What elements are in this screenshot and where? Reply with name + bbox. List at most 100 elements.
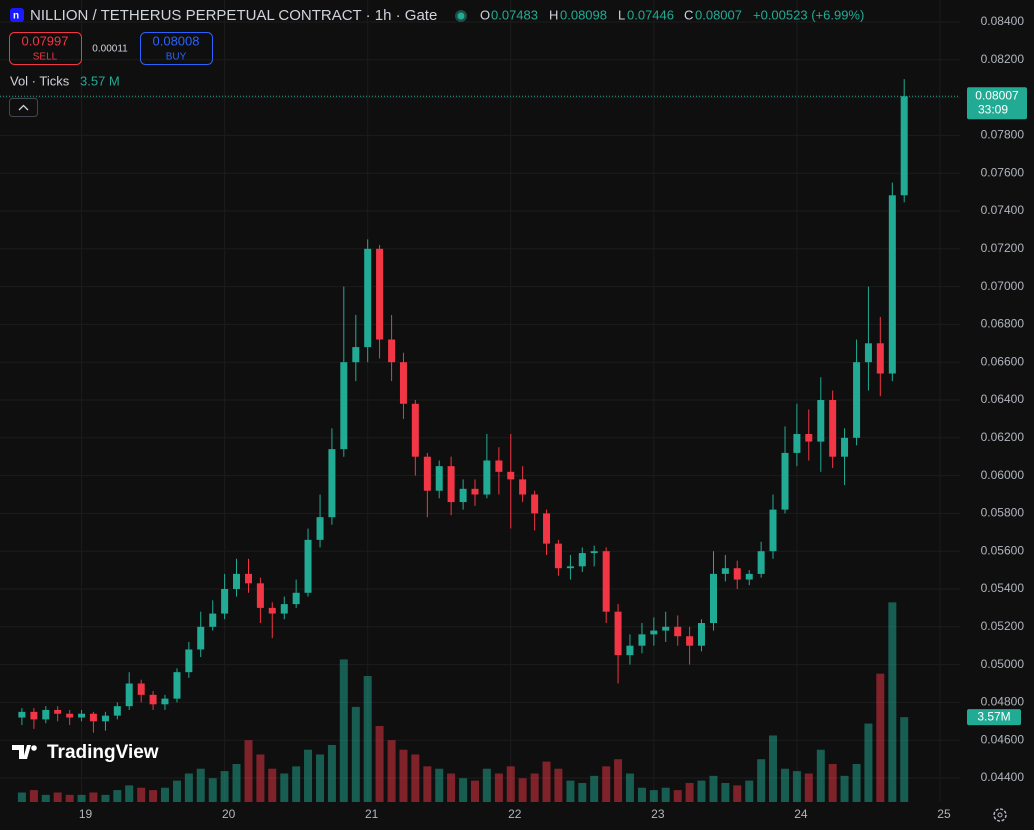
volume-bar	[125, 785, 134, 802]
candle-body	[376, 248, 384, 340]
candle-body	[626, 645, 634, 656]
candle-body	[352, 347, 360, 363]
volume-bar	[733, 785, 742, 802]
volume-bar	[423, 766, 432, 802]
ohlc-value: 0.08007	[695, 7, 742, 22]
volume-bar	[542, 761, 551, 802]
volume-bar	[149, 790, 158, 802]
candle-body	[554, 543, 562, 569]
volume-bar	[256, 754, 265, 802]
collapse-border	[9, 98, 38, 117]
candle-body	[709, 573, 717, 624]
volume-bar	[792, 771, 801, 802]
candle-body	[54, 709, 62, 714]
volume-bar	[578, 782, 587, 802]
candle-body	[888, 195, 896, 374]
candle-body	[578, 553, 586, 567]
spread: 0.00011	[92, 44, 128, 55]
volume-pane	[17, 602, 909, 802]
candle-body	[340, 362, 348, 450]
volume-bar	[649, 790, 658, 802]
candle-body	[66, 713, 74, 718]
volume-bar	[292, 766, 301, 802]
buy-button[interactable]: 0.08008 BUY	[140, 32, 213, 65]
y-tick-label: 0.07400	[981, 203, 1025, 217]
ohlc-value: 0.08098	[560, 7, 607, 22]
candle-body	[519, 479, 527, 495]
candle-body	[232, 573, 240, 589]
ohlc-value: 0.07446	[627, 7, 674, 22]
volume-bar	[864, 723, 873, 802]
logo-dot	[31, 745, 37, 751]
candle-body	[853, 362, 861, 438]
sell-price: 0.07997	[22, 33, 69, 48]
collapse-button[interactable]	[9, 98, 38, 117]
candle-body	[721, 568, 729, 574]
candle-body	[590, 551, 598, 554]
candle-body	[757, 551, 765, 574]
candle-body	[769, 509, 777, 552]
y-tick-label: 0.06800	[981, 317, 1025, 331]
volume-bar	[411, 754, 420, 802]
candle-body	[805, 434, 813, 442]
volume-bar	[554, 768, 563, 802]
candle-body	[245, 573, 253, 584]
candle-body	[650, 630, 658, 635]
candle-body	[829, 400, 837, 457]
volume-bar	[399, 749, 408, 802]
status-dot	[457, 12, 465, 20]
change: +0.00523 (+6.99%)	[753, 7, 864, 22]
logo-text: TradingView	[47, 742, 159, 763]
grid	[0, 0, 960, 802]
candle-body	[137, 683, 145, 695]
candle-body	[733, 568, 741, 580]
volume-bar	[590, 775, 599, 802]
volume-bar	[435, 768, 444, 802]
candle-body	[173, 672, 181, 699]
volume-tag-label: 3.57M	[977, 709, 1010, 723]
x-tick-label: 19	[79, 807, 93, 821]
sell-border	[9, 32, 82, 65]
candle-body	[149, 694, 157, 705]
volume-bar	[625, 773, 634, 802]
volume-bar	[876, 673, 885, 802]
sell-button[interactable]: 0.07997 SELL	[9, 32, 82, 65]
buy-label: BUY	[166, 52, 187, 63]
candle-body	[197, 626, 205, 650]
volume-bar	[494, 773, 503, 802]
volume-bar	[172, 780, 181, 802]
settings-gear[interactable]	[993, 808, 1007, 822]
candle-body	[78, 713, 86, 718]
y-tick-label: 0.04600	[981, 732, 1025, 746]
volume-bar	[685, 782, 694, 802]
volume-bar	[661, 787, 670, 802]
volume-bar	[280, 773, 289, 802]
volume-bar	[160, 787, 169, 802]
candle-body	[209, 613, 217, 627]
candle-body	[697, 623, 705, 646]
volume-bar	[89, 792, 98, 802]
y-tick-label: 0.05200	[981, 619, 1025, 633]
candle-body	[256, 583, 264, 608]
volume-bar	[804, 773, 813, 802]
candle-body	[459, 488, 467, 503]
y-tick-label: 0.05000	[981, 657, 1025, 671]
candle-body	[638, 634, 646, 646]
volume-bar	[363, 676, 372, 802]
ohlc-letter: H	[549, 7, 558, 22]
volume-bar	[339, 659, 348, 802]
candle-body	[101, 715, 109, 722]
ohlc-letter: O	[480, 7, 490, 22]
candle-body	[292, 592, 300, 605]
volume-bar	[482, 768, 491, 802]
candle-body	[614, 611, 622, 656]
y-tick-label: 0.05600	[981, 543, 1025, 557]
candle-body	[316, 517, 324, 540]
volume-bar	[351, 706, 360, 802]
candle-body	[113, 706, 121, 716]
y-tick-label: 0.07000	[981, 279, 1025, 293]
volume-bar	[769, 735, 778, 802]
candle-body	[304, 539, 312, 593]
volume-bar	[65, 794, 74, 802]
